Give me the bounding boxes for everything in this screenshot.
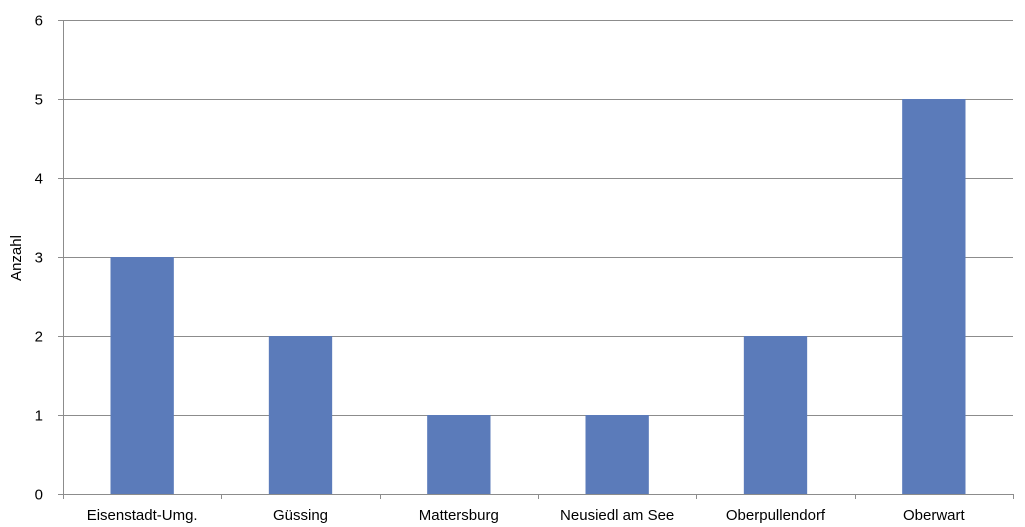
bar-2 — [427, 415, 491, 494]
x-category-label-5: Oberwart — [903, 507, 966, 524]
bar-5 — [902, 99, 966, 494]
x-category-label-4: Oberpullendorf — [726, 507, 826, 524]
bar-1 — [268, 336, 333, 494]
y-tick-label-1: 1 — [35, 408, 43, 425]
x-category-label-2: Mattersburg — [419, 507, 499, 524]
x-category-label-0: Eisenstadt-Umg. — [87, 507, 198, 524]
bar-4 — [743, 336, 808, 494]
y-tick-labels: 0 1 2 3 4 5 6 — [35, 13, 43, 504]
y-axis-title: Anzahl — [8, 235, 25, 281]
y-tick-label-2: 2 — [35, 329, 43, 346]
y-tick-label-3: 3 — [35, 250, 43, 267]
bars — [110, 99, 966, 494]
x-category-label-3: Neusiedl am See — [560, 507, 674, 524]
y-tick-label-4: 4 — [35, 171, 43, 188]
x-category-labels: Eisenstadt-Umg. Güssing Mattersburg Neusied… — [87, 507, 966, 524]
x-category-label-1: Güssing — [273, 507, 328, 524]
axes — [58, 20, 1014, 499]
gridlines — [63, 20, 1013, 416]
bar-3 — [585, 415, 649, 494]
y-tick-label-6: 6 — [35, 13, 43, 30]
bar-0 — [110, 257, 174, 494]
y-tick-label-0: 0 — [35, 487, 43, 504]
y-tick-label-5: 5 — [35, 92, 43, 109]
